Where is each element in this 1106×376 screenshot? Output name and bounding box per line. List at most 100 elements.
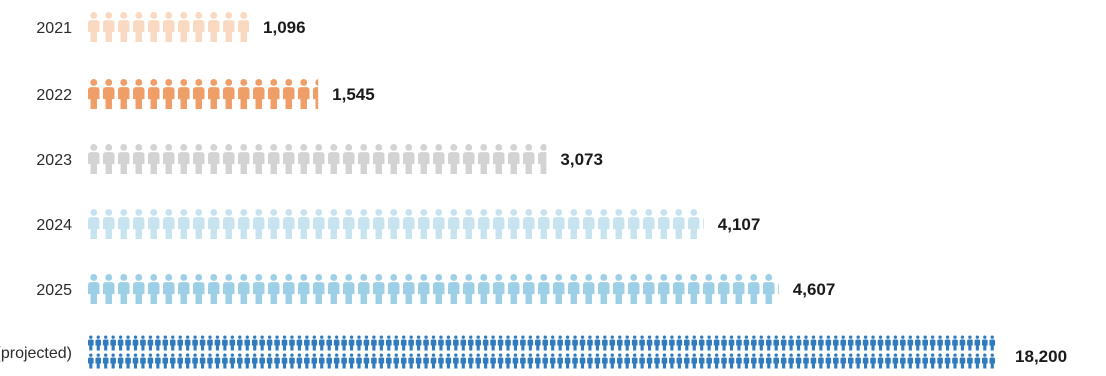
person-icon <box>587 335 593 351</box>
person-icon <box>493 209 505 239</box>
person-icon <box>193 209 205 239</box>
partial-person-icon <box>538 144 547 174</box>
person-icon <box>400 353 407 369</box>
person-icon <box>259 353 265 369</box>
person-icon <box>572 353 578 369</box>
person-icon <box>557 353 563 369</box>
person-icon <box>907 335 914 351</box>
person-icon <box>117 335 124 351</box>
person-icon <box>885 335 891 351</box>
person-icon <box>497 353 504 369</box>
person-icon <box>333 335 340 351</box>
person-icon <box>363 353 370 369</box>
person-icon <box>193 274 205 304</box>
person-icon <box>728 335 735 351</box>
person-icon <box>408 353 414 369</box>
person-icon <box>758 335 765 351</box>
person-icon <box>388 144 400 174</box>
person-icon <box>223 209 235 239</box>
person-icon <box>304 353 310 369</box>
person-icon <box>348 335 355 351</box>
person-icon <box>914 335 921 351</box>
partial-person-icon <box>703 217 704 230</box>
person-icon <box>418 144 430 174</box>
person-icon <box>445 335 452 351</box>
person-icon <box>542 335 549 351</box>
person-icon <box>643 274 655 304</box>
person-icon <box>169 353 176 369</box>
person-icon <box>587 353 593 369</box>
person-icon <box>721 335 727 351</box>
person-icon <box>855 353 861 369</box>
person-icon <box>676 335 683 351</box>
person-icon <box>222 335 228 351</box>
person-icon <box>538 274 550 304</box>
person-icon <box>922 335 928 351</box>
person-icon <box>490 335 496 351</box>
person-icon <box>877 335 884 351</box>
person-icon <box>199 335 206 351</box>
value-label: 3,073 <box>560 150 603 169</box>
value-label: 4,607 <box>793 280 836 299</box>
person-icon <box>795 353 802 369</box>
person-icon <box>780 353 787 369</box>
person-icon <box>974 335 981 351</box>
person-icon <box>178 209 190 239</box>
person-icon <box>691 353 698 369</box>
person-icon <box>326 353 332 369</box>
person-icon <box>773 335 779 351</box>
person-icon <box>343 274 355 304</box>
person-icon <box>207 335 213 351</box>
person-icon <box>482 335 489 351</box>
person-icon <box>743 335 750 351</box>
person-icon <box>192 353 198 369</box>
person-icon <box>223 79 235 109</box>
person-icon <box>393 335 400 351</box>
person-icon <box>803 335 809 351</box>
person-icon <box>475 353 481 369</box>
person-icon <box>743 353 750 369</box>
person-icon <box>393 353 400 369</box>
person-icon <box>214 353 221 369</box>
person-icon <box>825 353 832 369</box>
person-icon <box>266 335 273 351</box>
person-icon <box>475 335 481 351</box>
person-icon <box>403 144 415 174</box>
person-icon <box>870 353 876 369</box>
person-icon <box>658 274 670 304</box>
person-icon <box>244 335 251 351</box>
person-icon <box>463 209 475 239</box>
person-icon <box>598 209 610 239</box>
person-icon <box>253 209 265 239</box>
person-icon <box>88 79 100 109</box>
person-icon <box>467 335 474 351</box>
person-icon <box>208 209 220 239</box>
person-icon <box>88 12 100 42</box>
person-icon <box>688 274 700 304</box>
person-icon <box>568 274 580 304</box>
person-icon <box>251 353 258 369</box>
person-icon <box>691 335 698 351</box>
person-icon <box>208 274 220 304</box>
person-icon <box>259 335 265 351</box>
person-icon <box>862 335 869 351</box>
person-icon <box>163 79 175 109</box>
person-icon <box>298 209 310 239</box>
value-label: 4,107 <box>718 215 761 234</box>
partial-person-icon <box>238 12 250 42</box>
person-icon <box>795 335 802 351</box>
person-icon <box>818 353 824 369</box>
person-icon <box>341 353 347 369</box>
person-icon <box>268 274 280 304</box>
person-icon <box>929 335 936 351</box>
person-icon <box>658 209 670 239</box>
person-icon <box>557 335 563 351</box>
person-icon <box>706 335 712 351</box>
person-icon <box>885 353 891 369</box>
person-icon <box>523 274 535 304</box>
person-icon <box>341 335 347 351</box>
person-icon <box>453 353 459 369</box>
person-icon <box>438 353 444 369</box>
person-icon <box>356 353 362 369</box>
person-icon <box>237 353 243 369</box>
